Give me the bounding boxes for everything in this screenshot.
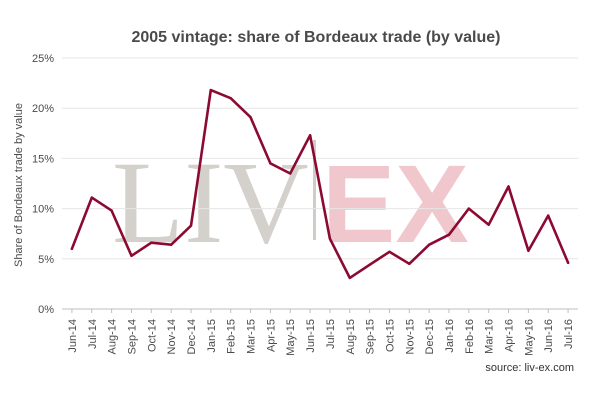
x-tick-label: Apr-16 bbox=[504, 319, 516, 352]
x-tick-label: Oct-14 bbox=[146, 319, 158, 352]
data-point bbox=[110, 209, 113, 212]
x-tick-label: Apr-15 bbox=[265, 319, 277, 352]
y-tick-label: 15% bbox=[32, 153, 54, 165]
data-point bbox=[447, 233, 451, 236]
grid-lines bbox=[62, 57, 578, 310]
x-tick-label: Aug-14 bbox=[107, 319, 119, 354]
y-tick-label: 25% bbox=[32, 53, 54, 65]
data-point bbox=[328, 237, 332, 240]
x-tick-label: Mar-15 bbox=[246, 319, 258, 354]
data-point bbox=[90, 196, 93, 199]
x-axis-ticks: Jun-14 Jul-14 Aug-14 Sep-14 Oct-14 Nov-14 Dec-… bbox=[67, 309, 575, 356]
data-point bbox=[487, 223, 490, 226]
x-tick-label: Jul-14 bbox=[87, 319, 99, 349]
y-tick-label: 10% bbox=[32, 204, 54, 216]
x-tick-label: Feb-15 bbox=[226, 319, 238, 354]
x-tick-label: Jun-15 bbox=[305, 319, 317, 353]
data-point bbox=[130, 254, 133, 257]
data-point bbox=[388, 250, 391, 253]
series-layer bbox=[70, 88, 570, 280]
data-point bbox=[189, 224, 193, 227]
x-tick-label: Jul-15 bbox=[325, 319, 337, 349]
data-point bbox=[547, 214, 550, 217]
data-point bbox=[507, 185, 510, 188]
data-point bbox=[348, 276, 351, 280]
y-axis-ticks: 0% 5% 10% 15% 20% 25% bbox=[32, 53, 54, 316]
data-point bbox=[427, 243, 431, 246]
watermark-logo: LIV EX bbox=[112, 137, 469, 268]
x-tick-label: Jun-14 bbox=[67, 319, 79, 353]
y-tick-label: 20% bbox=[32, 103, 54, 115]
data-point bbox=[169, 243, 173, 246]
x-tick-label: Nov-14 bbox=[166, 319, 178, 354]
x-tick-label: May-16 bbox=[523, 319, 535, 356]
data-point bbox=[308, 134, 312, 137]
y-tick-label: 0% bbox=[38, 304, 54, 316]
x-tick-label: Sep-15 bbox=[365, 319, 377, 354]
y-axis-label: Share of Bordeaux trade by value bbox=[13, 103, 25, 267]
data-point bbox=[70, 247, 74, 250]
source-note: source: liv-ex.com bbox=[485, 362, 574, 374]
data-point bbox=[527, 249, 530, 252]
data-point bbox=[249, 116, 252, 119]
data-point bbox=[150, 241, 153, 244]
y-tick-label: 5% bbox=[38, 254, 54, 266]
data-point bbox=[289, 172, 292, 175]
x-tick-label: Dec-15 bbox=[424, 319, 436, 354]
x-tick-label: May-15 bbox=[285, 319, 297, 356]
chart-title: 2005 vintage: share of Bordeaux trade (b… bbox=[131, 29, 500, 46]
series-line bbox=[70, 88, 570, 280]
data-point bbox=[209, 88, 213, 92]
data-point bbox=[269, 162, 272, 165]
watermark-divider bbox=[313, 140, 316, 240]
x-tick-label: Oct-15 bbox=[384, 319, 396, 352]
data-point bbox=[467, 207, 471, 210]
x-tick-label: Aug-15 bbox=[345, 319, 357, 354]
watermark-right: EX bbox=[322, 143, 469, 266]
data-point bbox=[566, 261, 570, 265]
data-point bbox=[229, 96, 232, 100]
x-tick-label: Mar-16 bbox=[484, 319, 496, 354]
data-point bbox=[408, 262, 411, 266]
x-tick-label: Jan-15 bbox=[206, 319, 218, 353]
x-tick-label: Jul-16 bbox=[563, 319, 575, 349]
x-tick-label: Feb-16 bbox=[464, 319, 476, 354]
data-point bbox=[368, 263, 371, 267]
x-tick-label: Nov-15 bbox=[404, 319, 416, 354]
x-tick-label: Sep-14 bbox=[126, 319, 138, 354]
x-tick-label: Jan-16 bbox=[444, 319, 456, 353]
x-tick-label: Dec-14 bbox=[186, 319, 198, 354]
x-tick-label: Jun-16 bbox=[543, 319, 555, 353]
